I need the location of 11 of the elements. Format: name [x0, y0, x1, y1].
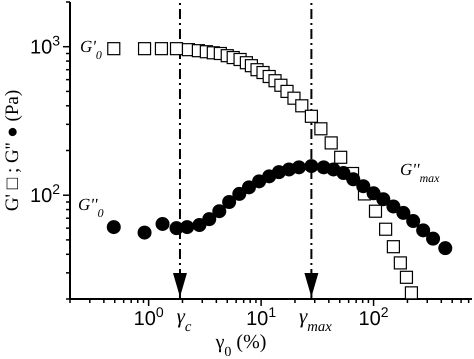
annotation: G''$_{max}$ [400, 160, 440, 185]
x-axis-title: γ$_{0}$ (%) [214, 331, 266, 359]
x-tick-label: 10$^{1}$ [246, 304, 276, 330]
x-tick-label: 10$^{0}$ [134, 304, 164, 330]
ref-line-label: γ$_{max}$ [299, 304, 332, 335]
y-tick-label: 10$^{3}$ [30, 32, 60, 59]
x-tick-label: 10$^{2}$ [358, 304, 389, 330]
annotation: G''$_{0}$ [78, 195, 104, 220]
annotation: G'$_{0}$ [80, 37, 102, 62]
y-axis-title: G' □ ; G'' ● (Pa) [2, 90, 23, 212]
ref-line-label: γ$_{c}$ [176, 304, 192, 335]
